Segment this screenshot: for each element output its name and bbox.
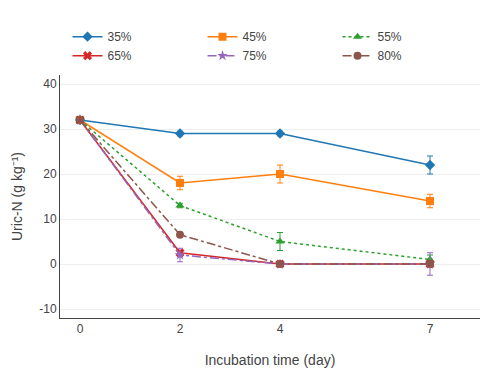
svg-text:10: 10 <box>43 212 57 226</box>
svg-text:65%: 65% <box>108 49 132 63</box>
svg-text:75%: 75% <box>243 49 267 63</box>
svg-text:-10: -10 <box>39 302 57 316</box>
svg-text:4: 4 <box>277 322 284 336</box>
svg-text:2: 2 <box>177 322 184 336</box>
svg-text:0: 0 <box>77 322 84 336</box>
svg-text:Uric-N (g kg⁻¹): Uric-N (g kg⁻¹) <box>9 152 25 241</box>
svg-text:7: 7 <box>427 322 434 336</box>
svg-text:80%: 80% <box>378 49 402 63</box>
svg-text:Incubation time (day): Incubation time (day) <box>205 352 336 368</box>
svg-text:40: 40 <box>43 77 57 91</box>
svg-text:35%: 35% <box>108 30 132 44</box>
svg-text:45%: 45% <box>243 30 267 44</box>
svg-text:55%: 55% <box>378 30 402 44</box>
svg-text:20: 20 <box>43 167 57 181</box>
svg-text:0: 0 <box>50 257 57 271</box>
svg-text:30: 30 <box>43 122 57 136</box>
